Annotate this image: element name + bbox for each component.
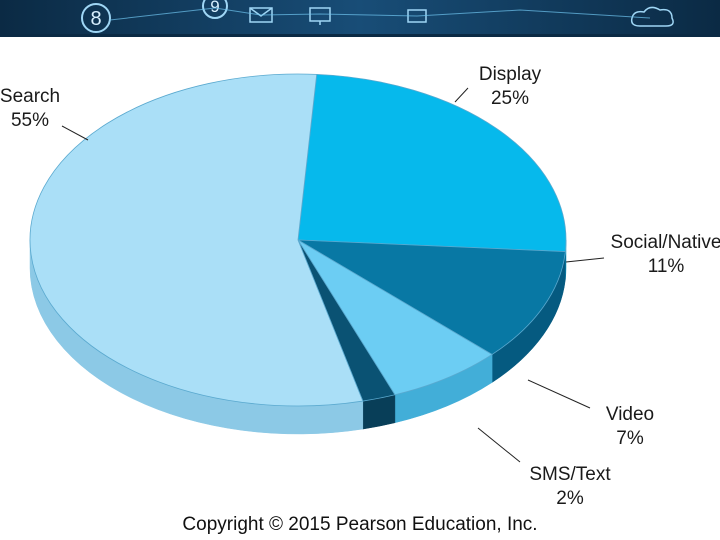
pie-chart: Display 25% Social/Native 11% Video 7%SMS/Tex… — [0, 64, 720, 509]
leader-line-search — [61, 125, 89, 141]
leader-lines — [61, 87, 605, 463]
slice-label-video: Video — [606, 404, 654, 425]
slice-percent-sms-text: 2% — [556, 488, 584, 509]
number-8-icon: 8 — [81, 3, 111, 33]
copyright-notice: Copyright © 2015 Pearson Education, Inc. — [182, 514, 538, 535]
slice-label-search: Search — [0, 86, 60, 107]
svg-text:8: 8 — [90, 8, 101, 30]
slice-percent-search: 55% — [11, 110, 49, 131]
slice-display — [297, 73, 567, 252]
slice-percent-social-native: 11% — [648, 256, 685, 277]
leader-line-sms-text — [477, 427, 521, 463]
leader-line-social-native — [565, 257, 605, 263]
slice-search — [29, 73, 364, 407]
pie-slices — [29, 73, 567, 407]
slice-label-social-native: Social/Native — [611, 232, 720, 253]
banner-background — [0, 0, 720, 34]
slice-percent-display: 25% — [491, 88, 529, 109]
slice-label-sms-text: SMS/Text — [529, 464, 611, 485]
slice-label-display: Display — [479, 64, 542, 85]
slice-percent-video: 7% — [616, 428, 644, 449]
slice-video — [297, 239, 493, 396]
cloud-icon — [630, 6, 674, 27]
slice-labels: Display 25% Social/Native 11% Video 7%SMS/Tex… — [0, 64, 720, 509]
header-banner: 8 9 — [0, 0, 720, 37]
leader-line-video — [527, 379, 591, 409]
network-lines — [109, 7, 651, 21]
slice-social-native — [297, 239, 566, 355]
banner-rule — [0, 34, 720, 37]
leader-line-display — [454, 87, 469, 103]
